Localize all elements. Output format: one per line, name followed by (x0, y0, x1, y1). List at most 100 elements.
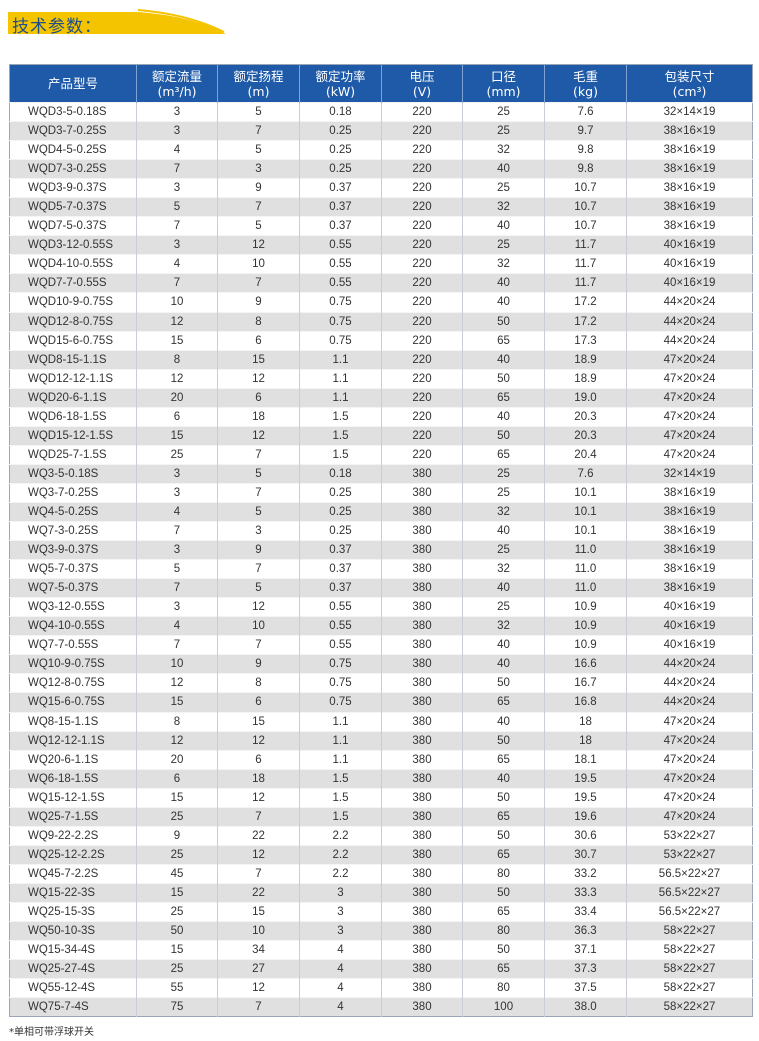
cell-flow: 9 (136, 825, 218, 846)
cell-diameter: 32 (462, 616, 545, 636)
cell-diameter: 25 (462, 178, 545, 198)
cell-flow: 55 (136, 978, 218, 998)
table-row: WQ5-7-0.37S 5 7 0.37 380 32 11.0 38×16×19 (9, 559, 753, 579)
cell-package-size: 47×20×24 (626, 768, 753, 789)
table-row: WQD3-7-0.25S 3 7 0.25 220 25 9.7 38×16×19 (9, 121, 753, 141)
cell-package-size: 47×20×24 (626, 749, 753, 770)
cell-voltage: 380 (381, 540, 463, 560)
table-row: WQD3-9-0.37S 3 9 0.37 220 25 10.7 38×16×19 (9, 178, 753, 198)
cell-power: 0.25 (299, 159, 382, 179)
cell-flow: 15 (136, 330, 218, 351)
table-row: WQ15-34-4S 15 34 4 380 50 37.1 58×22×27 (9, 940, 753, 960)
cell-package-size: 47×20×24 (626, 368, 753, 389)
cell-package-size: 44×20×24 (626, 330, 753, 351)
cell-diameter: 40 (462, 768, 545, 789)
table-row: WQD5-7-0.37S 5 7 0.37 220 32 10.7 38×16×19 (9, 197, 753, 217)
cell-voltage: 380 (381, 978, 463, 998)
cell-voltage: 220 (381, 159, 463, 179)
cell-head: 5 (217, 140, 300, 160)
table-row: WQD15-12-1.5S 15 12 1.5 220 50 20.3 47×20×24 (9, 425, 753, 446)
cell-package-size: 32×14×19 (626, 101, 753, 122)
cell-diameter: 50 (462, 787, 545, 808)
cell-power: 0.75 (299, 311, 382, 332)
cell-model: WQ75-7-4S (9, 997, 137, 1017)
cell-flow: 3 (136, 540, 218, 560)
table-row: WQ7-3-0.25S 7 3 0.25 380 40 10.1 38×16×19 (9, 521, 753, 541)
cell-head: 8 (217, 311, 300, 332)
cell-head: 10 (217, 921, 300, 941)
cell-model: WQ7-7-0.55S (9, 635, 137, 655)
spec-table: 产品型号 额定流量 (m³/h) 额定扬程 (m) 额定功率 (kW) 电压 (V) 口径 (mm)… (9, 64, 753, 1018)
cell-package-size: 38×16×19 (626, 540, 753, 560)
cell-diameter: 32 (462, 197, 545, 217)
column-header-power: 额定功率 (kW) (299, 64, 382, 103)
cell-voltage: 220 (381, 349, 463, 370)
cell-voltage: 380 (381, 787, 463, 808)
table-row: WQ12-12-1.1S 12 12 1.1 380 50 18 47×20×24 (9, 730, 753, 751)
column-label: 口径 (490, 68, 516, 84)
cell-voltage: 380 (381, 806, 463, 827)
table-row: WQ55-12-4S 55 12 4 380 80 37.5 58×22×27 (9, 978, 753, 998)
cell-flow: 6 (136, 768, 218, 789)
cell-head: 15 (217, 349, 300, 370)
cell-diameter: 40 (462, 578, 545, 598)
cell-weight: 20.3 (544, 425, 627, 446)
cell-flow: 12 (136, 730, 218, 751)
cell-model: WQ20-6-1.1S (9, 749, 137, 770)
cell-flow: 3 (136, 101, 218, 122)
cell-weight: 19.0 (544, 387, 627, 408)
cell-model: WQD15-6-0.75S (9, 330, 137, 351)
cell-head: 7 (217, 197, 300, 217)
cell-power: 0.25 (299, 521, 382, 541)
cell-flow: 12 (136, 368, 218, 389)
cell-package-size: 40×16×19 (626, 273, 753, 293)
cell-power: 1.1 (299, 387, 382, 408)
cell-diameter: 25 (462, 540, 545, 560)
cell-power: 1.5 (299, 787, 382, 808)
cell-flow: 15 (136, 940, 218, 960)
column-unit: (V) (412, 83, 432, 99)
cell-model: WQD3-7-0.25S (9, 121, 137, 141)
cell-diameter: 25 (462, 101, 545, 122)
cell-voltage: 380 (381, 825, 463, 846)
cell-weight: 30.7 (544, 844, 627, 865)
cell-head: 12 (217, 425, 300, 446)
cell-head: 7 (217, 121, 300, 141)
table-row: WQ4-5-0.25S 4 5 0.25 380 32 10.1 38×16×19 (9, 501, 753, 522)
cell-flow: 7 (136, 159, 218, 179)
table-row: WQD10-9-0.75S 10 9 0.75 220 40 17.2 44×20×24 (9, 292, 753, 313)
cell-weight: 11.7 (544, 254, 627, 274)
cell-head: 7 (217, 863, 300, 884)
cell-weight: 7.6 (544, 463, 627, 484)
cell-voltage: 380 (381, 559, 463, 579)
cell-model: WQ15-22-3S (9, 882, 137, 903)
column-unit: (m) (247, 83, 270, 99)
table-row: WQ25-27-4S 25 27 4 380 65 37.3 58×22×27 (9, 959, 753, 979)
column-unit: (kW) (325, 83, 356, 99)
cell-diameter: 65 (462, 749, 545, 770)
cell-diameter: 40 (462, 349, 545, 370)
cell-weight: 10.7 (544, 216, 627, 236)
cell-head: 15 (217, 901, 300, 922)
cell-model: WQD6-18-1.5S (9, 406, 137, 427)
table-row: WQ25-15-3S 25 15 3 380 65 33.4 56.5×22×27 (9, 901, 753, 922)
table-row: WQ20-6-1.1S 20 6 1.1 380 65 18.1 47×20×24 (9, 749, 753, 770)
cell-package-size: 58×22×27 (626, 940, 753, 960)
cell-model: WQD7-7-0.55S (9, 273, 137, 293)
cell-weight: 17.3 (544, 330, 627, 351)
cell-flow: 7 (136, 635, 218, 655)
cell-power: 0.25 (299, 121, 382, 141)
cell-power: 1.1 (299, 368, 382, 389)
cell-diameter: 80 (462, 863, 545, 884)
cell-model: WQ3-9-0.37S (9, 540, 137, 560)
cell-power: 0.55 (299, 597, 382, 617)
cell-model: WQ7-3-0.25S (9, 521, 137, 541)
cell-diameter: 65 (462, 844, 545, 865)
cell-power: 4 (299, 997, 382, 1017)
cell-head: 6 (217, 749, 300, 770)
cell-weight: 30.6 (544, 825, 627, 846)
cell-package-size: 47×20×24 (626, 806, 753, 827)
cell-head: 5 (217, 578, 300, 598)
cell-voltage: 380 (381, 482, 463, 503)
table-row: WQ25-12-2.2S 25 12 2.2 380 65 30.7 53×22×27 (9, 844, 753, 865)
